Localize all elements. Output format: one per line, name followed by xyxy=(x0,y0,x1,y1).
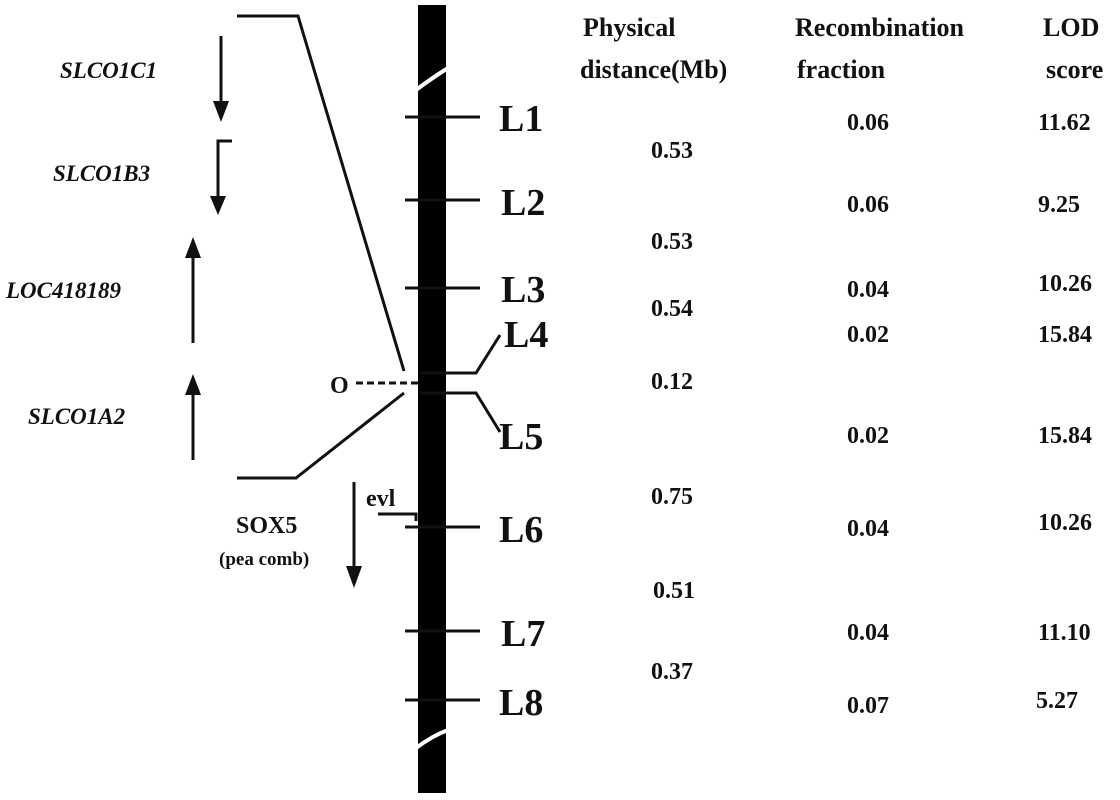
recombination-value: 0.06 xyxy=(847,192,889,218)
lod-value: 11.10 xyxy=(1038,620,1091,646)
gene-arrow-slco1a2 xyxy=(185,374,201,460)
gene-arrow-loc418189 xyxy=(185,237,201,343)
marker-label-l5: L5 xyxy=(499,416,543,458)
marker-label-l1: L1 xyxy=(499,98,543,140)
lod-value: 15.84 xyxy=(1038,423,1092,449)
evl-label: evl xyxy=(366,486,396,512)
marker-label-l4: L4 xyxy=(504,314,548,356)
header-recomb-line1: Recombination xyxy=(795,13,965,42)
expansion-line-bottom xyxy=(237,391,405,480)
marker-label-l7: L7 xyxy=(501,613,545,655)
chromosome-break-bottom xyxy=(414,728,449,750)
expansion-line-top xyxy=(237,14,406,372)
marker-label-l2: L2 xyxy=(501,182,545,224)
recombination-value: 0.02 xyxy=(847,322,889,348)
evl-tick xyxy=(378,512,418,521)
header-lod-line2: score xyxy=(1046,55,1103,84)
marker-label-l8: L8 xyxy=(499,682,543,724)
distance-value: 0.53 xyxy=(651,229,693,255)
distance-value: 0.54 xyxy=(651,296,693,322)
lod-value: 15.84 xyxy=(1038,322,1092,348)
distance-value: 0.37 xyxy=(651,659,693,685)
marker-label-l3: L3 xyxy=(501,269,545,311)
distance-value: 0.53 xyxy=(651,138,693,164)
gene-label-slco1b3: SLCO1B3 xyxy=(53,161,150,186)
marker-label-l6: L6 xyxy=(499,509,543,551)
bracket-l4 xyxy=(420,334,502,375)
recombination-value: 0.02 xyxy=(847,423,889,449)
origin-label: O xyxy=(330,373,349,399)
header-recomb-line2: fraction xyxy=(797,55,886,84)
recombination-value: 0.06 xyxy=(847,110,889,136)
recombination-value: 0.04 xyxy=(847,516,889,542)
distance-value: 0.51 xyxy=(653,578,695,604)
gene-arrow-slco1c1 xyxy=(213,36,229,122)
lod-value: 10.26 xyxy=(1038,510,1092,536)
lod-value: 5.27 xyxy=(1036,688,1078,714)
sox5-label: SOX5 xyxy=(236,513,297,539)
recombination-value: 0.07 xyxy=(847,693,889,719)
distance-value: 0.75 xyxy=(651,484,693,510)
chromosome-break-top xyxy=(414,66,450,92)
bracket-l5 xyxy=(420,391,502,433)
lod-value: 11.62 xyxy=(1038,110,1091,136)
sox5-note: (pea comb) xyxy=(219,549,309,570)
gene-label-slco1c1: SLCO1C1 xyxy=(60,58,157,83)
recombination-value: 0.04 xyxy=(847,277,889,303)
recombination-value: 0.04 xyxy=(847,620,889,646)
lod-value: 9.25 xyxy=(1038,192,1080,218)
gene-label-loc418189: LOC418189 xyxy=(5,278,122,303)
header-lod-line1: LOD xyxy=(1043,13,1099,42)
lod-value: 10.26 xyxy=(1038,271,1092,297)
header-physical-line2: distance(Mb) xyxy=(580,55,727,84)
gene-arrow-slco1b3 xyxy=(210,139,232,215)
distance-value: 0.12 xyxy=(651,369,693,395)
header-physical-line1: Physical xyxy=(583,13,675,42)
marker-ticks xyxy=(405,115,480,702)
gene-arrow-sox5 xyxy=(346,482,362,588)
gene-label-slco1a2: SLCO1A2 xyxy=(28,404,125,429)
chromosome-bar xyxy=(418,5,446,793)
